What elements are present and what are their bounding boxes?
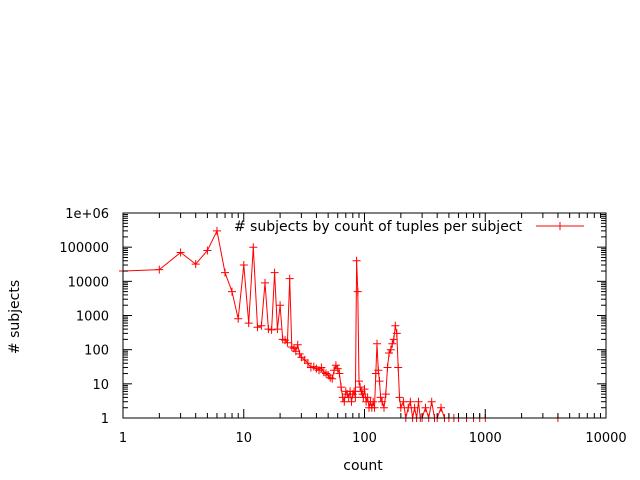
data-point-marker	[221, 268, 229, 277]
legend-label: # subjects by count of tuples per subjec…	[234, 219, 523, 235]
data-point-marker	[340, 397, 349, 406]
data-point-marker	[363, 393, 372, 402]
data-point-marker	[273, 325, 282, 334]
data-point-marker	[353, 287, 362, 296]
data-point-marker	[388, 339, 397, 348]
data-point-marker	[267, 325, 276, 334]
y-axis-label: # subjects	[7, 280, 23, 354]
x-tick-label: 100	[352, 431, 377, 446]
data-point-marker	[176, 248, 185, 257]
data-point-marker	[385, 349, 394, 357]
data-point-marker	[394, 363, 403, 372]
y-tick-label: 100	[84, 344, 109, 359]
data-point-marker	[386, 345, 395, 354]
series-line	[122, 229, 558, 419]
x-tick-label: 10	[235, 431, 252, 446]
data-point-marker	[264, 325, 273, 334]
legend-marker	[556, 222, 564, 230]
data-point-marker	[360, 385, 369, 394]
data-point-marker	[427, 397, 436, 406]
data-point-marker	[389, 335, 398, 344]
data-point-marker	[337, 383, 346, 392]
data-point-marker	[375, 377, 384, 386]
data-point-marker	[376, 393, 385, 402]
data-point-marker	[421, 403, 430, 412]
data-point-marker	[333, 364, 342, 373]
x-axis-label: count	[343, 458, 383, 474]
labels-layer: 1 10 100 1000 10000 1 10 100 1000 10000 100000 1e+0…	[59, 207, 626, 446]
data-point-marker	[399, 397, 408, 406]
data-point-marker	[344, 393, 353, 402]
data-point-marker	[406, 397, 415, 406]
y-tick-label: 1	[101, 412, 109, 427]
data-point-marker	[358, 390, 367, 399]
y-tick-label: 1e+06	[65, 207, 109, 222]
data-point-marker	[155, 265, 164, 274]
data-point-marker	[373, 339, 381, 348]
data-point-marker	[383, 363, 392, 372]
data-point-marker	[270, 268, 279, 277]
data-point-marker	[295, 349, 304, 358]
data-point-marker	[285, 274, 294, 283]
data-point-marker	[351, 393, 360, 402]
y-tick-label: 1000	[76, 310, 109, 325]
data-point-marker	[234, 314, 243, 323]
data-point-marker	[244, 319, 253, 328]
data-point-marker	[287, 343, 296, 351]
data-point-marker	[213, 226, 221, 235]
data-point-marker	[283, 338, 292, 347]
data-point-marker	[257, 321, 266, 330]
y-tick-label: 10	[92, 378, 109, 393]
data-point-marker	[410, 403, 419, 412]
data-point-marker	[293, 340, 302, 349]
data-point-marker	[330, 366, 339, 375]
data-point-marker	[380, 403, 388, 412]
data-point-marker	[392, 329, 401, 338]
data-point-marker	[191, 260, 200, 269]
x-tick-label: 1000	[469, 431, 502, 446]
data-point-marker	[381, 390, 390, 399]
data-point-marker	[391, 321, 400, 330]
data-point-marker	[249, 243, 258, 252]
data-point-marker	[374, 366, 383, 375]
data-point-marker	[352, 256, 361, 265]
series-layer	[119, 226, 562, 422]
data-point-marker	[253, 323, 262, 332]
data-point-marker	[331, 361, 340, 370]
data-point-marker	[328, 374, 337, 383]
y-tick-label: 10000	[68, 275, 109, 290]
data-point-marker	[395, 393, 404, 402]
data-point-marker	[276, 301, 285, 310]
data-point-marker	[326, 373, 335, 382]
data-point-marker	[414, 397, 423, 406]
data-point-marker	[303, 359, 312, 368]
data-point-marker	[261, 278, 269, 287]
data-point-marker	[335, 369, 344, 378]
data-point-marker	[300, 356, 309, 364]
x-tick-label: 10000	[585, 431, 626, 446]
legend: # subjects by count of tuples per subjec…	[234, 219, 584, 235]
data-point-marker	[203, 246, 212, 255]
data-point-marker	[356, 383, 365, 392]
data-point-marker	[347, 397, 356, 406]
data-point-marker	[228, 287, 236, 296]
data-point-marker	[355, 377, 363, 386]
ticks-layer	[122, 212, 607, 419]
data-point-marker	[350, 387, 359, 396]
data-point-marker	[437, 403, 445, 412]
y-tick-label: 100000	[59, 241, 109, 256]
data-point-marker	[370, 403, 379, 412]
data-point-marker	[239, 261, 248, 269]
data-point-marker	[396, 403, 405, 412]
data-point-marker	[378, 397, 387, 406]
data-point-marker	[369, 397, 378, 406]
data-point-marker	[317, 363, 326, 372]
x-tick-label: 1	[119, 431, 127, 446]
